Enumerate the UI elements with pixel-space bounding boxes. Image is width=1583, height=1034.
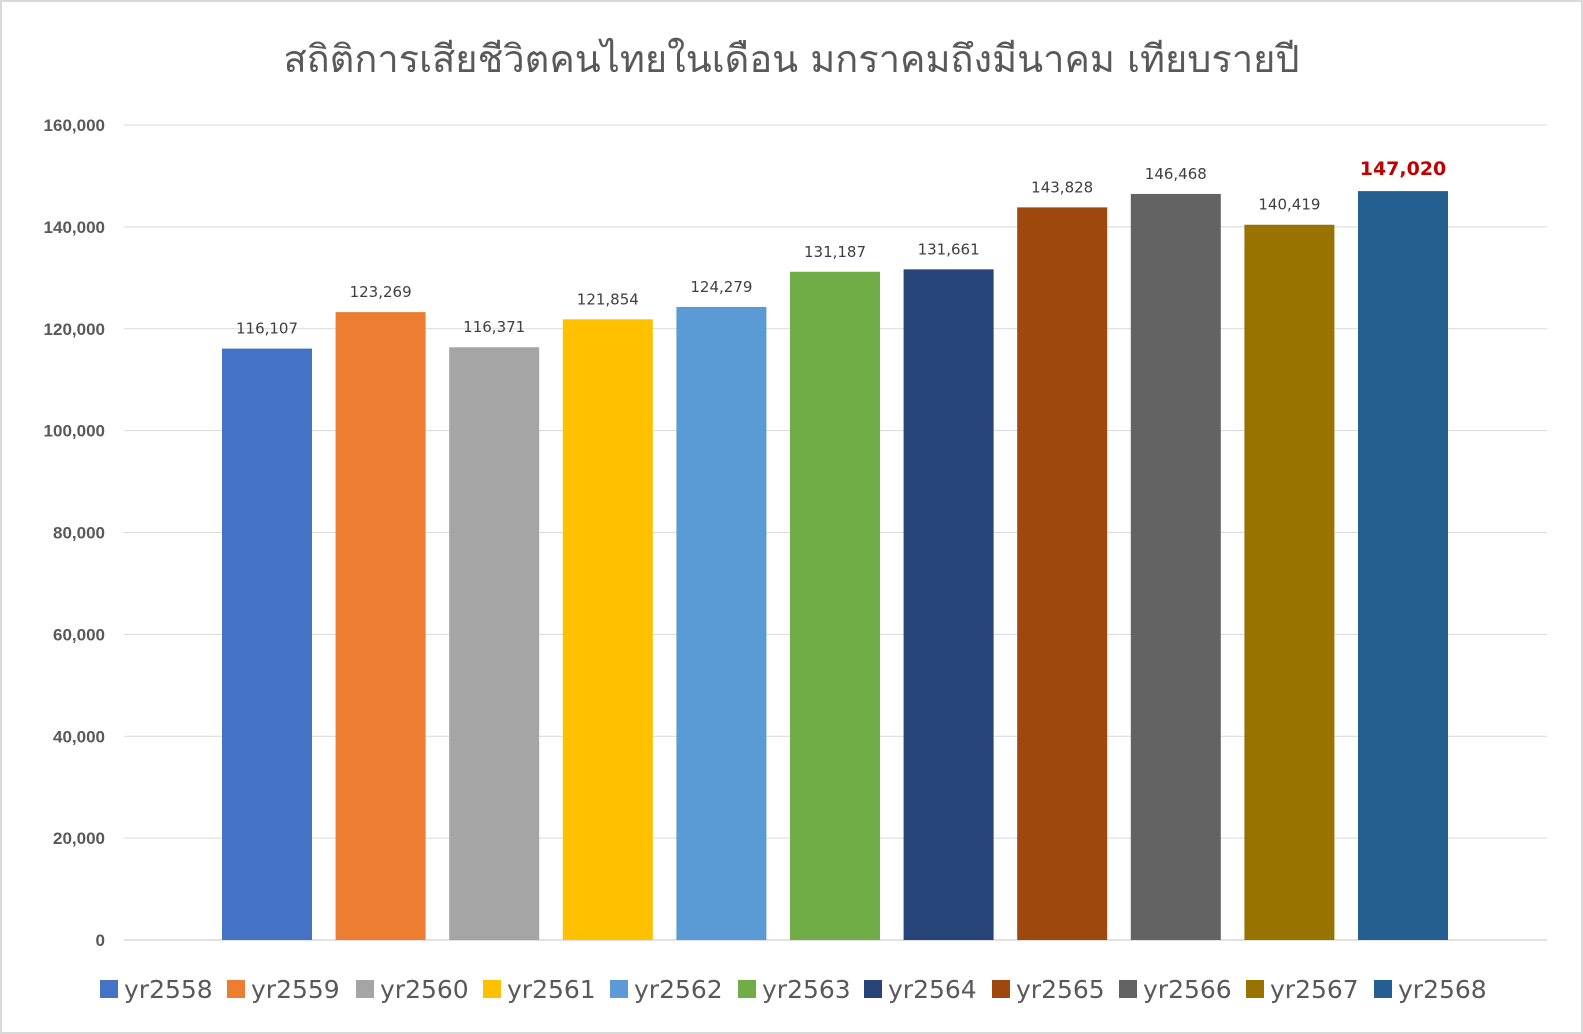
y-tick-label: 80,000 [53,524,105,543]
legend-swatch [100,980,118,998]
y-axis-tick-labels: 0 20,000 40,000 60,000 80,000 100,000 120,000 1… [44,116,105,950]
bar-yr2562 [676,306,767,940]
data-label: 116,371 [463,318,525,336]
y-tick-label: 120,000 [44,320,105,339]
legend-label: yr2568 [1398,975,1487,1004]
legend-item-yr2568: yr2568 [1374,975,1487,1004]
y-tick-label: 160,000 [44,116,105,135]
legend-label: yr2558 [124,975,213,1004]
chart-title: สถิติการเสียชีวิตคนไทยในเดือน มกราคมถึงม… [283,37,1300,81]
data-label: 131,187 [804,243,866,261]
legend-item-yr2558: yr2558 [100,975,213,1004]
legend-swatch [992,980,1010,998]
legend-label: yr2560 [380,975,469,1004]
data-label: 146,468 [1145,165,1207,183]
legend-swatch [1374,980,1392,998]
legend-swatch [483,980,501,998]
legend-label: yr2561 [507,975,596,1004]
legend-swatch [227,980,245,998]
bar-yr2561 [562,319,653,941]
legend-label: yr2565 [1016,975,1105,1004]
y-tick-label: 140,000 [44,218,105,237]
legend-item-yr2562: yr2562 [610,975,723,1004]
bar-yr2567 [1244,224,1335,940]
y-tick-label: 0 [96,931,105,950]
bar-yr2563 [790,271,880,940]
bar-yr2565 [1017,207,1108,941]
legend-label: yr2559 [251,975,340,1004]
legend-item-yr2564: yr2564 [864,975,977,1004]
legend-item-yr2561: yr2561 [483,975,596,1004]
legend-item-yr2560: yr2560 [356,975,469,1004]
legend-swatch [738,980,756,998]
bar-yr2564 [903,269,994,940]
legend-label: yr2567 [1270,975,1359,1004]
data-label: 121,854 [577,290,639,308]
bar-yr2566 [1130,193,1221,941]
data-label: 143,828 [1031,178,1093,196]
legend-swatch [356,980,374,998]
y-tick-label: 40,000 [53,727,105,746]
legend-item-yr2567: yr2567 [1246,975,1359,1004]
data-label: 147,020 [1360,158,1447,180]
y-tick-label: 20,000 [53,829,105,848]
legend-item-yr2566: yr2566 [1119,975,1232,1004]
bars [222,191,1448,941]
legend-swatch [864,980,882,998]
data-label: 131,661 [918,240,980,258]
legend-item-yr2559: yr2559 [227,975,340,1004]
legend-label: yr2566 [1143,975,1232,1004]
data-label: 116,107 [236,320,298,338]
legend-swatch [1246,980,1264,998]
legend-label: yr2562 [634,975,723,1004]
data-label: 123,269 [350,283,412,301]
bar-yr2558 [222,348,312,940]
legend-swatch [610,980,628,998]
bar-yr2560 [449,347,540,940]
bar-yr2568 [1358,191,1448,940]
legend-label: yr2563 [762,975,851,1004]
legend: yr2558 yr2559 yr2560 yr2561 yr2562 yr2563 yr25… [100,975,1487,1004]
legend-swatch [1119,980,1137,998]
bar-yr2559 [335,312,426,941]
legend-label: yr2564 [888,975,977,1004]
legend-item-yr2565: yr2565 [992,975,1105,1004]
y-tick-label: 60,000 [53,625,105,644]
data-labels: 116,107 123,269 116,371 121,854 124,279 131,1… [236,158,1446,337]
legend-item-yr2563: yr2563 [738,975,851,1004]
data-label: 140,419 [1258,196,1320,214]
y-tick-label: 100,000 [44,422,105,441]
data-label: 124,279 [690,278,752,296]
